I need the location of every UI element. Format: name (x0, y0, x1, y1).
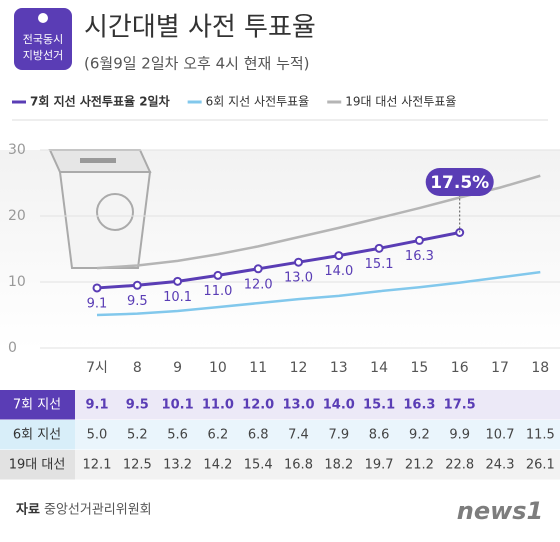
table-cell: 5.2 (127, 428, 148, 443)
x-tick-label: 15 (410, 360, 428, 376)
data-label: 13.0 (284, 271, 313, 286)
table-cell: 16.3 (403, 398, 435, 413)
x-tick-label: 9 (173, 360, 182, 376)
table-cell: 15.4 (244, 458, 273, 473)
data-label: 16.3 (405, 249, 434, 264)
table-cell: 16.8 (284, 458, 313, 473)
source-label: 자료 (16, 503, 40, 518)
table-cell: 6.8 (248, 428, 269, 443)
data-point (253, 264, 263, 274)
row-label: 7회 지선 (13, 398, 61, 413)
table-cell: 19.7 (365, 458, 394, 473)
table-cell: 12.1 (83, 458, 112, 473)
y-tick-label: 20 (8, 208, 26, 224)
table-cell: 24.3 (486, 458, 515, 473)
table-row (0, 420, 560, 450)
data-label: 17.5% (430, 173, 489, 193)
x-tick-label: 18 (531, 360, 549, 376)
row-label-cell (0, 390, 75, 420)
series-line (96, 270, 541, 317)
data-label: 9.5 (127, 294, 148, 309)
data-point (374, 243, 384, 253)
table-cell: 8.6 (369, 428, 390, 443)
series-line (96, 231, 460, 290)
row-label: 6회 지선 (13, 428, 61, 443)
data-label: 14.0 (324, 264, 353, 279)
legend-label: 7회 지선 사전투표율 2일차 (30, 94, 170, 109)
table-row (0, 390, 560, 420)
table-cell: 18.2 (324, 458, 353, 473)
row-label-cell (0, 450, 75, 480)
table-cell: 7.9 (328, 428, 349, 443)
table-cell: 7.4 (288, 428, 309, 443)
table-cell: 26.1 (526, 458, 555, 473)
x-tick-label: 10 (209, 360, 227, 376)
table-cell: 22.8 (445, 458, 474, 473)
source-text: 중앙선거관리위원회 (44, 503, 152, 518)
data-point (92, 283, 102, 293)
data-point (334, 251, 344, 261)
table-cell: 9.5 (126, 398, 149, 413)
table-cell: 14.0 (323, 398, 355, 413)
table-cell: 15.1 (363, 398, 395, 413)
x-tick-label: 14 (370, 360, 388, 376)
table-cell: 12.0 (242, 398, 274, 413)
y-tick-label: 10 (8, 274, 26, 290)
table-cell: 9.1 (85, 398, 108, 413)
data-point (213, 270, 223, 280)
row-label: 19대 대선 (9, 458, 66, 473)
x-tick-label: 13 (330, 360, 348, 376)
legend-label: 19대 대선 사전투표율 (345, 95, 456, 109)
ballot-box-icon (48, 149, 152, 269)
x-tick-label: 17 (491, 360, 509, 376)
badge-icon (38, 13, 48, 23)
x-tick-label: 12 (290, 360, 308, 376)
badge (14, 8, 72, 70)
table-cell: 5.0 (87, 428, 108, 443)
x-tick-label: 16 (451, 360, 469, 376)
table-row (0, 450, 560, 480)
data-point (173, 276, 183, 286)
table-cell: 12.5 (123, 458, 152, 473)
table-cell: 9.9 (449, 428, 470, 443)
data-label: 9.1 (87, 296, 108, 311)
y-tick-label: 0 (8, 340, 17, 356)
table-cell: 17.5 (444, 398, 476, 413)
y-tick-label: 30 (8, 142, 26, 158)
data-label: 15.1 (365, 257, 394, 272)
data-label: 11.0 (203, 284, 232, 299)
table-cell: 21.2 (405, 458, 434, 473)
data-label: 12.0 (244, 277, 273, 292)
badge-text: 지방선거 (23, 49, 63, 62)
data-label: 10.1 (163, 290, 192, 305)
table-cell: 9.2 (409, 428, 430, 443)
logo: news1 (457, 497, 544, 525)
table-cell: 11.0 (202, 398, 234, 413)
x-tick-label: 11 (249, 360, 267, 376)
table-cell: 10.7 (486, 428, 515, 443)
table-cell: 10.1 (162, 398, 194, 413)
row-label-cell (0, 420, 75, 450)
table-cell: 13.2 (163, 458, 192, 473)
table-cell: 13.0 (282, 398, 314, 413)
table-cell: 11.5 (526, 428, 555, 443)
chart-title: 시간대별 사전 투표율 (84, 13, 316, 43)
legend-label: 6회 지선 사전투표율 (206, 95, 310, 109)
data-point (414, 235, 424, 245)
badge-text: 전국동시 (23, 33, 63, 46)
x-tick-label: 7시 (86, 360, 108, 376)
chart-subtitle: (6월9일 2일차 오후 4시 현재 누적) (84, 55, 310, 73)
data-point (132, 280, 142, 290)
table-cell: 6.2 (208, 428, 229, 443)
table-cell: 14.2 (203, 458, 232, 473)
x-tick-label: 8 (133, 360, 142, 376)
data-point (294, 257, 303, 267)
table-cell: 5.6 (167, 428, 188, 443)
callout-box (425, 168, 494, 196)
